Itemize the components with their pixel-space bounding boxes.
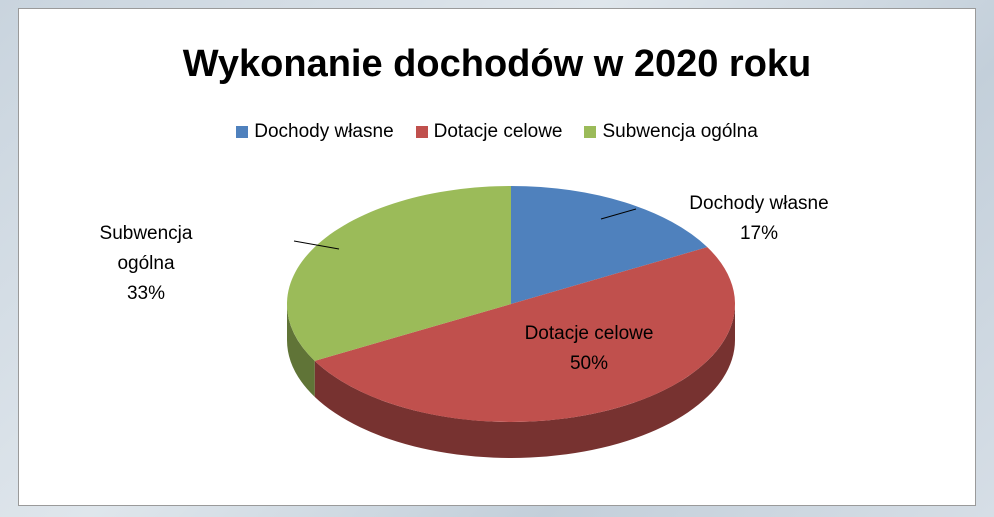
slice [511, 186, 708, 304]
slice-side [314, 304, 735, 458]
legend: Dochody własne Dotacje celowe Subwencja og… [19, 121, 975, 143]
data-label: Dotacje celowe 50% [509, 319, 669, 379]
data-label-value: 50% [569, 353, 609, 374]
legend-item: Dotacje celowe [415, 121, 563, 143]
data-label-name: Subwencja ogólna [99, 223, 193, 274]
data-label-name: Dochody własne [689, 193, 829, 214]
legend-label: Subwencja ogólna [602, 121, 758, 142]
slice-side [287, 304, 315, 397]
legend-item: Dochody własne [236, 121, 394, 143]
legend-item: Subwencja ogólna [584, 121, 758, 143]
leader-line [293, 240, 340, 250]
slice [314, 247, 735, 422]
legend-label: Dochody własne [254, 121, 394, 142]
chart [287, 186, 735, 458]
legend-swatch [415, 126, 428, 138]
data-label-value: 17% [739, 223, 779, 244]
legend-swatch [584, 126, 597, 138]
leader-line [600, 208, 637, 220]
chart-title: Wykonanie dochodów w 2020 roku [182, 43, 812, 85]
data-label-name: Dotacje celowe [524, 323, 654, 344]
chart-area: Wykonanie dochodów w 2020 roku Dochody w… [18, 8, 976, 506]
legend-swatch [236, 126, 249, 138]
data-label: Subwencja ogólna 33% [81, 219, 211, 309]
legend-label: Dotacje celowe [433, 121, 563, 142]
slice [287, 186, 511, 361]
data-label-value: 33% [126, 283, 166, 304]
data-label: Dochody własne 17% [649, 189, 869, 249]
